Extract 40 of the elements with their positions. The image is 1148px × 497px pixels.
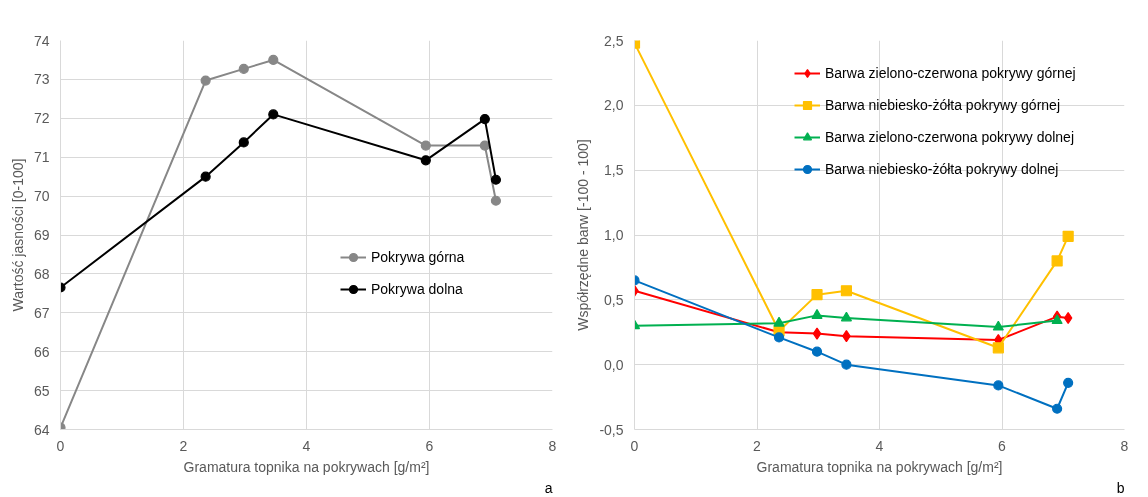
y-tick-label: 0,0: [604, 356, 624, 373]
y-tick-label: 2,0: [604, 97, 624, 114]
legend-label: Pokrywa dolna: [371, 281, 463, 297]
x-tick-label: 8: [1120, 437, 1129, 454]
y-axis-title: Wartość jasności [0-100]: [9, 158, 26, 312]
y-tick-label: 67: [33, 304, 50, 321]
legend-label: Barwa niebiesko-żółta pokrywy dolnej: [825, 161, 1059, 177]
y-tick-label: -0,5: [599, 421, 624, 438]
x-tick-label: 4: [875, 437, 884, 454]
y-tick-label: 73: [33, 71, 50, 88]
text: b: [1116, 479, 1125, 496]
x-tick-label: 4: [302, 437, 311, 454]
legend-label: Barwa zielono-czerwona pokrywy górnej: [825, 65, 1076, 81]
x-tick-label: 0: [56, 437, 65, 454]
y-tick-label: 71: [33, 149, 50, 166]
y-tick-label: 69: [33, 227, 50, 243]
y-tick-label: 66: [33, 343, 50, 360]
x-tick-label: 6: [998, 437, 1007, 454]
y-tick-label: 68: [33, 265, 50, 282]
y-tick-label: 1,5: [604, 162, 624, 179]
x-tick-label: 8: [548, 437, 557, 454]
y-tick-label: 0,5: [604, 291, 624, 308]
legend-label: Barwa zielono-czerwona pokrywy dolnej: [825, 129, 1075, 145]
x-tick-label: 2: [753, 437, 762, 454]
y-axis-title: Współrzędne barw [-100 - 100]: [575, 139, 592, 331]
y-tick-label: 2,5: [604, 32, 624, 49]
y-tick-label: 65: [33, 382, 50, 399]
x-tick-label: 0: [630, 437, 639, 454]
x-axis-title: Gramatura topnika na pokrywach [g/m²]: [183, 458, 430, 475]
y-tick-label: 64: [33, 421, 50, 438]
y-tick-label: 1,0: [604, 227, 624, 243]
y-tick-label: 70: [33, 188, 50, 205]
legend-label: Pokrywa górna: [371, 249, 465, 265]
text: a: [544, 479, 553, 496]
x-tick-label: 2: [179, 437, 188, 454]
y-tick-label: 74: [33, 32, 50, 49]
legend-label: Barwa niebiesko-żółta pokrywy górnej: [825, 97, 1060, 113]
y-tick-label: 72: [33, 110, 50, 127]
x-axis-title: Gramatura topnika na pokrywach [g/m²]: [756, 458, 1003, 475]
x-tick-label: 6: [425, 437, 434, 454]
